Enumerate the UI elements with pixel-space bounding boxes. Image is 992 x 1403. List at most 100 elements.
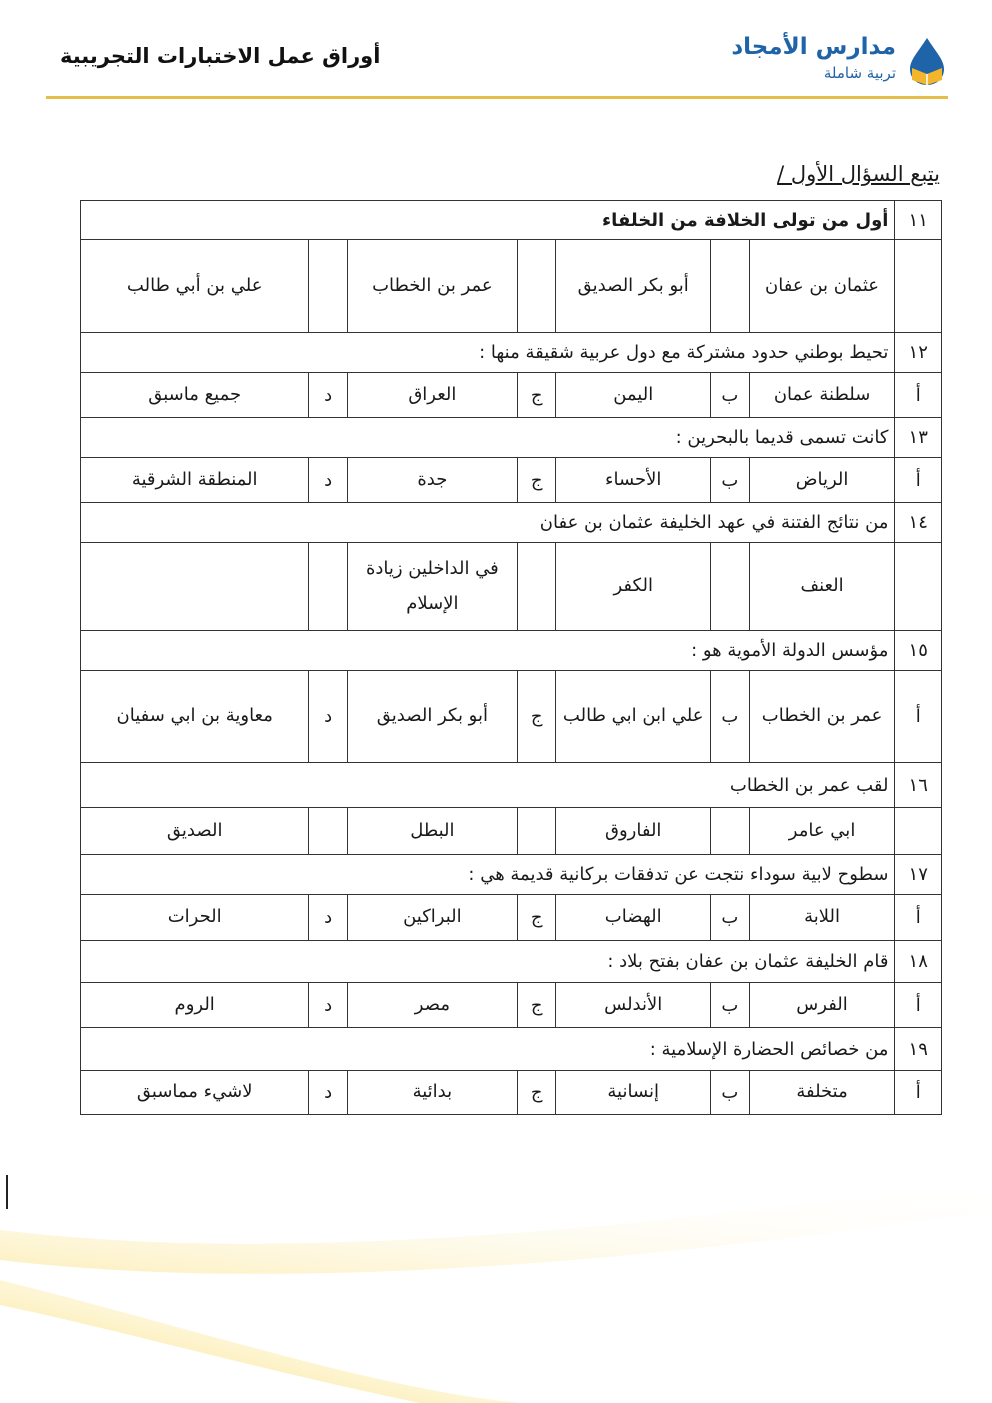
- option-letter: [894, 239, 942, 333]
- option-letter: أ: [894, 982, 942, 1028]
- question-row: ١٩ من خصائص الحضارة الإسلامية :: [79, 1027, 942, 1071]
- option-letter: [709, 542, 750, 631]
- question-number: ١٥: [894, 630, 942, 671]
- answer-option[interactable]: الفاروق: [555, 807, 711, 855]
- answer-option[interactable]: المنطقة الشرقية: [79, 457, 310, 503]
- answer-option[interactable]: الفرس: [748, 982, 896, 1028]
- question-text: سطوح لابية سوداء نتجت عن تدفقات بركانية …: [79, 854, 896, 895]
- questions-table: ١١ أول من تولى الخلافة من الخلفاء عثمان بن…: [79, 200, 942, 1115]
- option-letter: أ: [894, 457, 942, 503]
- options-row: أ عمر بن الخطاب ب علي ابن ابي طالب ج أبو بكر …: [79, 670, 942, 763]
- answer-option[interactable]: البطل: [346, 807, 518, 855]
- option-letter: ج: [516, 372, 557, 418]
- question-number: ١٩: [894, 1027, 942, 1071]
- answer-option[interactable]: العنف: [748, 542, 896, 631]
- question-row: ١٦ لقب عمر بن الخطاب: [79, 762, 942, 808]
- option-letter: [709, 807, 750, 855]
- answer-option[interactable]: سلطنة عمان: [748, 372, 896, 418]
- answer-option[interactable]: الروم: [79, 982, 310, 1028]
- question-number: ١٦: [894, 762, 942, 808]
- answer-option[interactable]: جدة: [346, 457, 518, 503]
- answer-option[interactable]: الكفر: [555, 542, 711, 631]
- document-title: أوراق عمل الاختبارات التجريبية: [60, 44, 381, 68]
- option-letter: ب: [709, 457, 750, 503]
- question-row: ١٧ سطوح لابية سوداء نتجت عن تدفقات بركاني…: [79, 854, 942, 895]
- answer-option[interactable]: الصديق: [79, 807, 310, 855]
- question-row: ١٤ من نتائج الفتنة في عهد الخليفة عثمان ب…: [79, 502, 942, 543]
- question-row: ١٣ كانت تسمى قديما بالبحرين :: [79, 417, 942, 458]
- answer-option[interactable]: مصر: [346, 982, 518, 1028]
- options-row: أ الفرس ب الأندلس ج مصر د الروم: [79, 982, 942, 1028]
- question-number: ١٤: [894, 502, 942, 543]
- answer-option[interactable]: عثمان بن عفان: [748, 239, 896, 333]
- answer-option[interactable]: اللابة: [748, 894, 896, 941]
- option-letter: ج: [516, 670, 557, 763]
- answer-option[interactable]: عمر بن الخطاب: [748, 670, 896, 763]
- question-text: لقب عمر بن الخطاب: [79, 762, 896, 808]
- options-row: ابي عامر الفاروق البطل الصديق: [79, 807, 942, 855]
- option-letter: د: [308, 670, 348, 763]
- option-letter: د: [308, 894, 348, 941]
- options-row: أ الرياض ب الأحساء ج جدة د المنطقة الشرقية: [79, 457, 942, 503]
- answer-option[interactable]: بدائية: [346, 1070, 518, 1115]
- question-text: من خصائص الحضارة الإسلامية :: [79, 1027, 896, 1071]
- answer-option[interactable]: عمر بن الخطاب: [346, 239, 518, 333]
- option-letter: [308, 239, 348, 333]
- question-text: كانت تسمى قديما بالبحرين :: [79, 417, 896, 458]
- question-row: ١٢ تحيط بوطني حدود مشتركة مع دول عربية شق…: [79, 332, 942, 373]
- option-letter: د: [308, 982, 348, 1028]
- option-letter: د: [308, 372, 348, 418]
- logo-tagline: تربية شاملة: [823, 64, 896, 82]
- option-letter: أ: [894, 372, 942, 418]
- answer-option[interactable]: إنسانية: [555, 1070, 711, 1115]
- option-letter: ب: [709, 372, 750, 418]
- answer-option[interactable]: البراكين: [346, 894, 518, 941]
- answer-option[interactable]: أبو بكر الصديق: [555, 239, 711, 333]
- options-row: عثمان بن عفان أبو بكر الصديق عمر بن الخطاب…: [79, 239, 942, 333]
- option-letter: ج: [516, 894, 557, 941]
- question-row: ١٨ قام الخليفة عثمان بن عفان بفتح بلاد :: [79, 940, 942, 983]
- option-letter: ب: [709, 1070, 750, 1115]
- answer-option[interactable]: علي بن أبي طالب: [79, 239, 310, 333]
- answer-option[interactable]: الأحساء: [555, 457, 711, 503]
- answer-option[interactable]: العراق: [346, 372, 518, 418]
- option-letter: أ: [894, 670, 942, 763]
- section-title: يتبع السؤال الأول /: [777, 162, 940, 186]
- answer-option[interactable]: متخلفة: [748, 1070, 896, 1115]
- question-row: ١٥ مؤسس الدولة الأموية هو :: [79, 630, 942, 671]
- question-number: ١٨: [894, 940, 942, 983]
- question-text: مؤسس الدولة الأموية هو :: [79, 630, 896, 671]
- answer-option[interactable]: [79, 542, 310, 631]
- margin-line: [6, 1175, 8, 1209]
- answer-option[interactable]: لاشيء مماسبق: [79, 1070, 310, 1115]
- question-number: ١٧: [894, 854, 942, 895]
- options-row: أ سلطنة عمان ب اليمن ج العراق د جميع ماسبق: [79, 372, 942, 418]
- option-letter: [894, 542, 942, 631]
- options-row: العنف الكفر في الداخلين زيادة الإسلام: [79, 542, 942, 631]
- answer-option[interactable]: الحرات: [79, 894, 310, 941]
- answer-option[interactable]: ابي عامر: [748, 807, 896, 855]
- school-logo: مدارس الأمجاد تربية شاملة: [731, 32, 948, 88]
- answer-option[interactable]: علي ابن ابي طالب: [555, 670, 711, 763]
- answer-option[interactable]: جميع ماسبق: [79, 372, 310, 418]
- question-text: أول من تولى الخلافة من الخلفاء: [79, 200, 896, 240]
- option-letter: د: [308, 457, 348, 503]
- answer-option[interactable]: في الداخلين زيادة الإسلام: [346, 542, 518, 631]
- option-letter: [516, 807, 557, 855]
- answer-option[interactable]: معاوية بن ابي سفيان: [79, 670, 310, 763]
- question-text: قام الخليفة عثمان بن عفان بفتح بلاد :: [79, 940, 896, 983]
- option-letter: [308, 542, 348, 631]
- answer-option[interactable]: أبو بكر الصديق: [346, 670, 518, 763]
- option-letter: ج: [516, 457, 557, 503]
- question-text: تحيط بوطني حدود مشتركة مع دول عربية شقيق…: [79, 332, 896, 373]
- option-letter: ب: [709, 982, 750, 1028]
- option-letter: [894, 807, 942, 855]
- answer-option[interactable]: اليمن: [555, 372, 711, 418]
- option-letter: ب: [709, 894, 750, 941]
- answer-option[interactable]: الأندلس: [555, 982, 711, 1028]
- option-letter: ج: [516, 1070, 557, 1115]
- answer-option[interactable]: الرياض: [748, 457, 896, 503]
- drop-book-logo-icon: [910, 38, 944, 85]
- option-letter: ب: [709, 670, 750, 763]
- answer-option[interactable]: الهضاب: [555, 894, 711, 941]
